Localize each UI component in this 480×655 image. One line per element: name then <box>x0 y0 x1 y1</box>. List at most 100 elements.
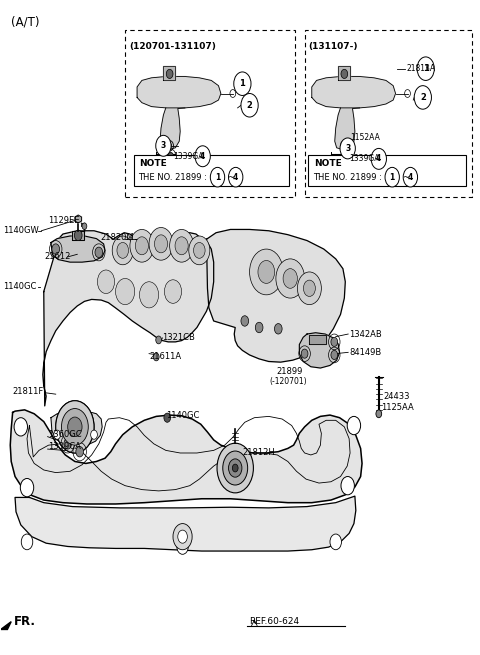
Polygon shape <box>310 335 326 345</box>
Circle shape <box>195 146 210 167</box>
Text: 4: 4 <box>376 155 382 163</box>
Text: THE NO. 21899 :: THE NO. 21899 : <box>313 173 385 181</box>
Text: 1140GC: 1140GC <box>166 411 199 421</box>
Bar <box>309 155 467 186</box>
Text: NOTE: NOTE <box>140 159 167 168</box>
Circle shape <box>330 534 341 550</box>
Text: 1342AB: 1342AB <box>349 329 382 339</box>
Circle shape <box>52 244 60 254</box>
Circle shape <box>331 337 337 346</box>
Circle shape <box>68 417 82 437</box>
Text: 1339GA: 1339GA <box>173 152 204 160</box>
Circle shape <box>189 236 210 265</box>
Circle shape <box>91 430 97 440</box>
Text: (-120701): (-120701) <box>270 377 307 386</box>
Text: 1360GC: 1360GC <box>48 430 81 439</box>
Circle shape <box>178 530 187 543</box>
Circle shape <box>21 534 33 550</box>
Polygon shape <box>312 77 396 108</box>
Circle shape <box>298 272 322 305</box>
Circle shape <box>71 422 79 432</box>
Text: 1321CB: 1321CB <box>162 333 195 343</box>
Circle shape <box>258 261 275 284</box>
Circle shape <box>66 415 84 439</box>
Circle shape <box>95 247 103 257</box>
Polygon shape <box>160 108 185 150</box>
Circle shape <box>169 229 193 262</box>
Text: 21612: 21612 <box>45 252 71 261</box>
Circle shape <box>275 324 282 334</box>
Text: REF.60-624: REF.60-624 <box>250 617 300 626</box>
Circle shape <box>140 282 158 308</box>
Text: 1140GW: 1140GW <box>3 226 39 235</box>
Circle shape <box>283 269 298 288</box>
Text: (A/T): (A/T) <box>11 15 40 28</box>
Circle shape <box>228 168 243 187</box>
Circle shape <box>301 349 308 358</box>
Text: 1: 1 <box>423 64 429 73</box>
Text: 1152AA: 1152AA <box>350 134 380 142</box>
Polygon shape <box>72 231 84 240</box>
Bar <box>125 30 295 196</box>
Text: 21820M: 21820M <box>100 233 134 242</box>
Circle shape <box>154 353 159 361</box>
Circle shape <box>135 237 148 255</box>
Circle shape <box>156 336 161 344</box>
Text: NOTE: NOTE <box>314 159 342 168</box>
Text: FR.: FR. <box>14 615 36 628</box>
Text: 1: 1 <box>240 79 245 88</box>
Text: 3: 3 <box>161 141 166 150</box>
Text: 84149B: 84149B <box>349 348 382 357</box>
Circle shape <box>241 94 258 117</box>
Circle shape <box>223 451 248 485</box>
Circle shape <box>56 401 94 453</box>
Text: 2: 2 <box>420 93 426 102</box>
Circle shape <box>303 280 315 297</box>
Circle shape <box>250 249 283 295</box>
Text: 21813A: 21813A <box>406 64 435 73</box>
Circle shape <box>385 168 399 187</box>
Polygon shape <box>0 622 11 629</box>
Circle shape <box>64 439 72 449</box>
Circle shape <box>20 479 34 496</box>
Circle shape <box>210 168 225 187</box>
Text: ~: ~ <box>227 173 234 181</box>
Text: ~: ~ <box>402 173 409 181</box>
Text: 3: 3 <box>345 144 350 153</box>
Polygon shape <box>335 108 360 150</box>
Circle shape <box>228 459 242 477</box>
Circle shape <box>82 223 87 229</box>
Circle shape <box>217 443 253 493</box>
Circle shape <box>144 160 150 168</box>
Text: 2: 2 <box>247 101 252 110</box>
Circle shape <box>112 236 133 265</box>
Circle shape <box>97 270 115 293</box>
Circle shape <box>173 523 192 550</box>
Circle shape <box>276 259 305 298</box>
Text: 4: 4 <box>408 173 413 181</box>
Circle shape <box>54 430 60 440</box>
Text: (120701-131107): (120701-131107) <box>129 42 216 51</box>
Circle shape <box>175 237 188 255</box>
Circle shape <box>14 418 27 436</box>
Circle shape <box>177 538 188 554</box>
Circle shape <box>234 72 251 96</box>
Text: 21899: 21899 <box>276 367 302 377</box>
Text: THE NO. 21899 :: THE NO. 21899 : <box>139 173 210 181</box>
Circle shape <box>149 227 173 260</box>
Text: 4: 4 <box>233 173 238 181</box>
Circle shape <box>341 69 348 79</box>
Circle shape <box>156 136 171 157</box>
Polygon shape <box>206 229 345 362</box>
Polygon shape <box>300 333 339 368</box>
Circle shape <box>166 69 173 79</box>
Polygon shape <box>15 496 356 551</box>
Polygon shape <box>338 66 350 81</box>
Circle shape <box>331 350 337 360</box>
Text: 1339GA: 1339GA <box>349 155 380 163</box>
Polygon shape <box>75 215 82 223</box>
Circle shape <box>376 410 382 418</box>
Text: 21811F: 21811F <box>12 387 44 396</box>
Circle shape <box>168 153 173 160</box>
Circle shape <box>164 413 170 422</box>
